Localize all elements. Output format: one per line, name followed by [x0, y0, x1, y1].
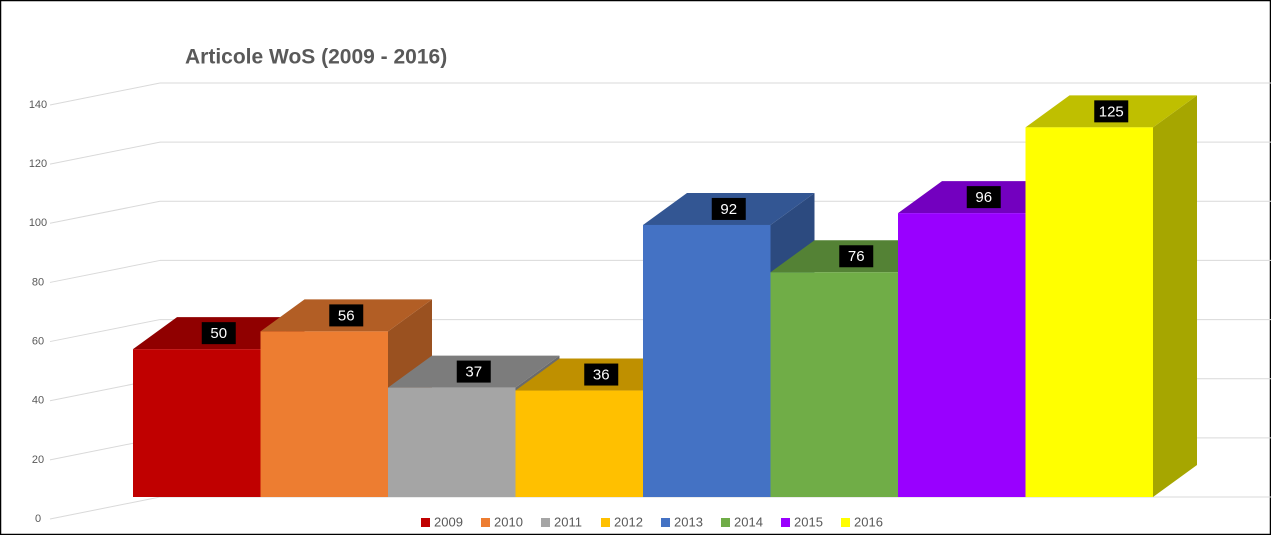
value-label-box: [584, 363, 619, 386]
bar-front: [515, 390, 643, 497]
grid-line-depth: [49, 141, 161, 165]
value-label: 37: [465, 364, 482, 381]
y-tick-label: 100: [29, 217, 47, 229]
value-label: 76: [848, 248, 865, 265]
y-tick-label: 0: [35, 513, 41, 525]
legend-label: 2012: [614, 514, 643, 529]
legend-swatch: [541, 518, 550, 527]
value-label-box: [329, 304, 364, 327]
grid-line-depth: [49, 319, 161, 343]
y-tick-label: 60: [32, 335, 44, 347]
grid-line-depth: [49, 259, 161, 283]
legend-label: 2014: [734, 514, 763, 529]
bar-front: [388, 387, 516, 497]
y-tick-label: 140: [29, 99, 47, 111]
legend-swatch: [481, 518, 490, 527]
y-tick-label: 120: [29, 158, 47, 170]
grid-line-depth: [49, 200, 161, 224]
legend-swatch: [601, 518, 610, 527]
y-tick-label: 80: [32, 276, 44, 288]
value-label: 36: [593, 367, 610, 384]
legend-label: 2010: [494, 514, 523, 529]
value-label-box: [711, 197, 746, 220]
bar-side: [1153, 95, 1197, 497]
value-label-box: [1094, 100, 1129, 123]
y-tick-label: 20: [32, 454, 44, 466]
legend-swatch: [421, 518, 430, 527]
bar-front: [133, 349, 261, 497]
bar-front: [1025, 127, 1153, 497]
legend-swatch: [841, 518, 850, 527]
bar-front: [260, 331, 388, 497]
legend-swatch: [781, 518, 790, 527]
bar: [1025, 95, 1197, 497]
legend-label: 2015: [794, 514, 823, 529]
legend: 2009 2010 2011 2012 2013 2014 2015 2016: [421, 514, 883, 529]
value-label: 50: [210, 325, 227, 342]
legend-swatch: [661, 518, 670, 527]
legend-label: 2013: [674, 514, 703, 529]
legend-label: 2016: [854, 514, 883, 529]
legend-swatch: [721, 518, 730, 527]
chart-title: Articole WoS (2009 - 2016): [185, 46, 447, 69]
value-label-box: [839, 245, 874, 268]
grid-line-depth: [49, 82, 161, 106]
bar-front: [898, 213, 1026, 497]
value-label: 125: [1099, 103, 1124, 120]
y-tick-label: 40: [32, 395, 44, 407]
bar-front: [770, 272, 898, 497]
value-label: 56: [338, 307, 355, 324]
grid-line-depth: [49, 496, 161, 520]
value-label-box: [456, 360, 491, 383]
value-label-box: [966, 186, 1001, 209]
bar-front: [643, 224, 771, 497]
legend-label: 2011: [554, 514, 582, 529]
value-label: 92: [720, 201, 737, 218]
value-label: 96: [975, 189, 992, 206]
value-label-box: [201, 322, 236, 345]
legend-label: 2009: [434, 514, 463, 529]
